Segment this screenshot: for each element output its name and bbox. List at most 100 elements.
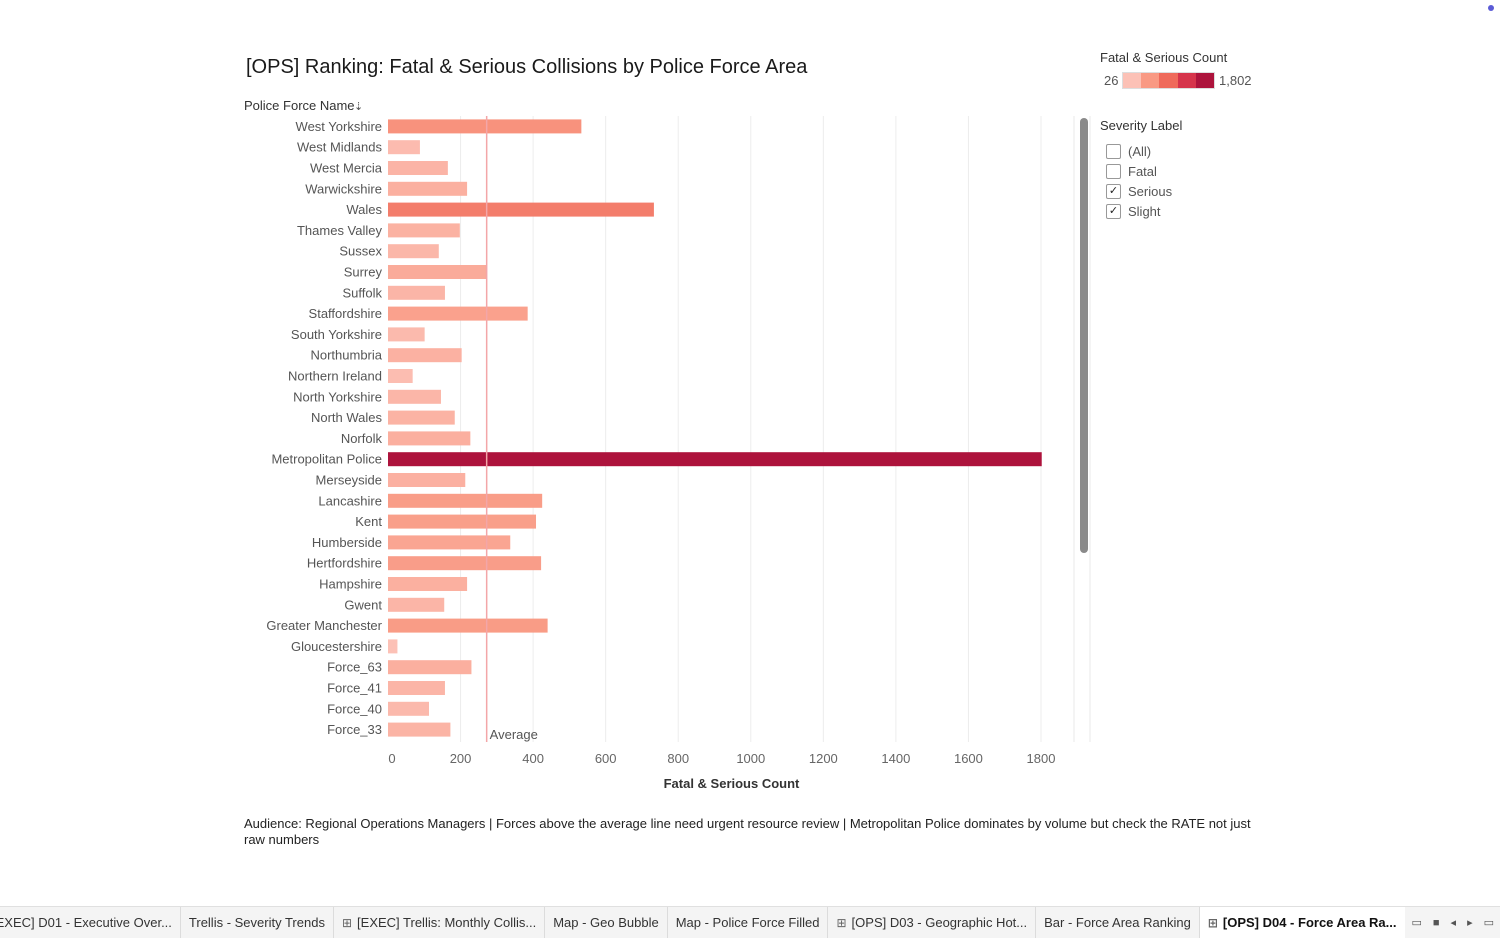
bar[interactable] xyxy=(388,618,548,633)
category-label: Gwent xyxy=(344,597,382,612)
category-label: West Mercia xyxy=(310,161,383,176)
bar[interactable] xyxy=(388,202,654,217)
category-label: Surrey xyxy=(344,265,383,280)
show-sheets-icon[interactable]: ▭ xyxy=(1411,917,1422,929)
bar[interactable] xyxy=(388,535,511,550)
sheet-tab[interactable]: Map - Police Force Filled xyxy=(668,907,829,938)
category-label: Gloucestershire xyxy=(291,639,382,654)
bar[interactable] xyxy=(388,348,462,363)
sheet-tab-label: Bar - Force Area Ranking xyxy=(1044,915,1191,930)
category-label: Force_40 xyxy=(327,701,382,716)
category-label: West Yorkshire xyxy=(296,119,382,134)
checkbox[interactable]: ✓ xyxy=(1106,183,1121,199)
bar[interactable] xyxy=(388,285,445,300)
next-tab-icon[interactable]: ▸ xyxy=(1467,917,1473,929)
bar[interactable] xyxy=(388,119,582,134)
checkbox[interactable]: ✓ xyxy=(1106,203,1121,219)
vertical-scrollbar[interactable] xyxy=(1080,118,1088,553)
category-label: Force_41 xyxy=(327,681,382,696)
category-label: Northumbria xyxy=(310,348,382,363)
bar[interactable] xyxy=(388,473,466,487)
average-label: Average xyxy=(490,727,538,742)
bar[interactable] xyxy=(388,327,425,342)
category-label: Force_33 xyxy=(327,722,382,737)
bar[interactable] xyxy=(388,265,487,279)
x-tick-label: 1000 xyxy=(736,751,765,766)
sheet-tab[interactable]: Trellis - Severity Trends xyxy=(181,907,334,938)
bar[interactable] xyxy=(388,493,543,508)
severity-filter-item[interactable]: ✓ Serious xyxy=(1106,181,1182,201)
severity-filter-label: Fatal xyxy=(1128,163,1157,179)
severity-filter-item[interactable]: Fatal xyxy=(1106,161,1182,181)
bar[interactable] xyxy=(388,223,460,238)
sheet-tab-label: [OPS] D03 - Geographic Hot... xyxy=(851,915,1028,930)
severity-filter-item[interactable]: (All) xyxy=(1106,141,1182,161)
x-tick-label: 400 xyxy=(522,751,544,766)
category-label: Suffolk xyxy=(342,285,382,300)
bar[interactable] xyxy=(388,181,468,196)
category-label: Kent xyxy=(355,514,382,529)
bar[interactable] xyxy=(388,514,537,529)
category-label: Greater Manchester xyxy=(266,618,382,633)
sheet-tab[interactable]: Bar - Force Area Ranking xyxy=(1036,907,1200,938)
sort-descending-icon[interactable]: ⇣ xyxy=(354,101,363,113)
status-dot xyxy=(1488,5,1494,11)
category-label: Northern Ireland xyxy=(288,369,382,384)
color-legend-ramp xyxy=(1122,72,1215,89)
bar[interactable] xyxy=(388,701,429,716)
bar[interactable] xyxy=(388,369,413,383)
x-tick-label: 800 xyxy=(667,751,689,766)
bar-chart: Police Force Name ⇣ West Yorkshire West Mid… xyxy=(244,98,1091,791)
category-label: Metropolitan Police xyxy=(271,452,382,467)
sheet-tab[interactable]: ⊞ [OPS] D04 - Force Area Ra... xyxy=(1199,907,1406,938)
category-label: Thames Valley xyxy=(297,223,383,238)
bar[interactable] xyxy=(388,597,445,612)
bar[interactable] xyxy=(388,140,420,155)
sheet-tab[interactable]: ⊞ [OPS] D03 - Geographic Hot... xyxy=(828,907,1037,938)
checkbox[interactable] xyxy=(1106,143,1121,159)
severity-filter-title: Severity Label xyxy=(1100,118,1183,133)
sheet-tab-label: Trellis - Severity Trends xyxy=(188,915,325,930)
category-label: Wales xyxy=(346,202,382,217)
bar[interactable] xyxy=(388,660,472,675)
category-label: Staffordshire xyxy=(309,306,382,321)
category-label: South Yorkshire xyxy=(291,327,382,342)
bar[interactable] xyxy=(388,681,445,695)
severity-filter-item[interactable]: ✓ Slight xyxy=(1106,201,1182,221)
bar[interactable] xyxy=(388,389,441,404)
bar[interactable] xyxy=(388,161,448,175)
tab-controls: ▭ ■ ◂ ▸ ▭ xyxy=(1405,907,1500,938)
sheet-tab[interactable]: Map - Geo Bubble xyxy=(545,907,668,938)
color-legend-swatch xyxy=(1123,73,1142,88)
color-legend-swatch xyxy=(1177,73,1196,88)
bar[interactable] xyxy=(388,410,455,425)
bar[interactable] xyxy=(388,306,528,321)
sheet-tab-label: [OPS] D04 - Force Area Ra... xyxy=(1222,915,1397,930)
color-legend-min: 26 xyxy=(1104,73,1119,88)
sheet-tab-bar: [EXEC] D01 - Executive Over... Trellis - … xyxy=(0,906,1500,938)
color-legend-title: Fatal & Serious Count xyxy=(1100,50,1228,65)
previous-tab-icon[interactable]: ◂ xyxy=(1450,917,1457,929)
filmstrip-icon[interactable]: ■ xyxy=(1432,916,1440,929)
bar[interactable] xyxy=(388,577,468,591)
color-legend-swatch xyxy=(1195,73,1215,88)
checkbox[interactable] xyxy=(1106,163,1121,179)
color-legend-swatch xyxy=(1141,73,1160,88)
severity-filter-label: Serious xyxy=(1128,183,1173,199)
sheet-tab-label: [EXEC] D01 - Executive Over... xyxy=(0,915,172,930)
x-tick-label: 1400 xyxy=(881,751,910,766)
bar[interactable] xyxy=(388,639,398,654)
presentation-mode-icon[interactable]: ▭ xyxy=(1483,917,1494,929)
footnote: Audience: Regional Operations Managers |… xyxy=(244,816,1251,847)
category-label: Lancashire xyxy=(318,493,382,508)
bar[interactable] xyxy=(388,244,439,259)
dashboard-icon: ⊞ xyxy=(1207,915,1218,930)
bar[interactable] xyxy=(388,452,1042,467)
bar[interactable] xyxy=(388,722,451,737)
category-label: Hampshire xyxy=(319,577,382,592)
bar[interactable] xyxy=(388,556,542,571)
category-label: Sussex xyxy=(339,244,382,259)
sheet-tab[interactable]: ⊞ [EXEC] Trellis: Monthly Collis... xyxy=(334,907,546,938)
bar[interactable] xyxy=(388,431,471,446)
sheet-tab[interactable]: [EXEC] D01 - Executive Over... xyxy=(0,907,181,938)
